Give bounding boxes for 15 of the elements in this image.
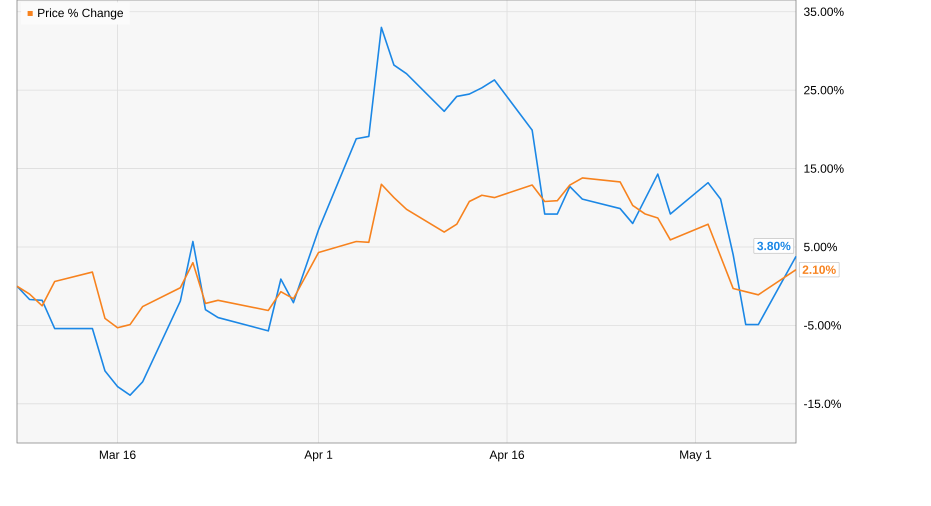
legend-label: Price % Change [38,8,124,20]
y-tick-label: 25.00% [804,86,844,94]
line-series [16,26,797,396]
x-tick-label: Mar 16 [100,450,136,459]
line-series [16,177,797,329]
y-tick-label: -15.0% [804,400,841,408]
x-tick-label: May 1 [680,450,712,462]
x-tick-label: Apr 16 [489,450,524,462]
y-tick-label: 35.00% [804,8,844,16]
x-tick-label: Apr 1 [304,450,332,462]
y-tick-label: 15.00% [804,164,844,173]
data-label: 3.80% [757,242,790,250]
y-tick-label: 5.00% [804,242,837,252]
y-tick-label: -5.00% [804,321,841,330]
data-label: 2.10% [802,265,836,274]
